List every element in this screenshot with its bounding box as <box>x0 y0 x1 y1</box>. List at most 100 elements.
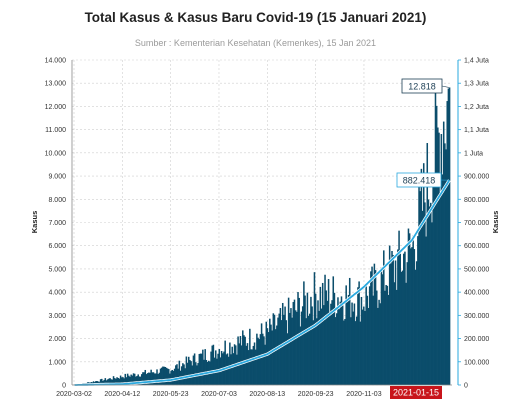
new-cases-bar <box>117 377 119 385</box>
total-cases-line <box>74 179 451 386</box>
new-cases-bar <box>424 202 426 385</box>
new-cases-bar <box>277 317 279 385</box>
new-cases-bar <box>183 364 185 385</box>
new-cases-bar <box>397 249 399 385</box>
new-cases-bar <box>119 375 122 385</box>
new-cases-bar <box>118 378 121 385</box>
new-cases-bar <box>331 300 333 385</box>
new-cases-bar <box>173 368 176 385</box>
new-cases-bar <box>292 302 295 385</box>
new-cases-bar <box>270 324 272 385</box>
new-cases-bar <box>293 299 296 385</box>
new-cases-bar <box>139 376 142 385</box>
new-cases-bar <box>318 310 320 385</box>
new-cases-bar <box>168 369 170 385</box>
x-tick-label: 2020-08-13 <box>249 391 285 398</box>
new-cases-bar <box>300 311 303 385</box>
new-cases-bar <box>109 378 111 385</box>
x-tick-label: 2020-09-23 <box>298 391 334 398</box>
new-cases-bar <box>422 163 425 385</box>
new-cases-bar <box>138 376 141 385</box>
new-cases-bar <box>106 379 109 385</box>
new-cases-bar <box>364 310 366 385</box>
new-cases-bar <box>112 376 115 385</box>
new-cases-bar <box>103 379 105 385</box>
new-cases-bar <box>334 317 337 385</box>
x-tick-label: 2020-05-23 <box>153 391 189 398</box>
new-cases-bar <box>285 320 288 385</box>
chart-subtitle: Sumber : Kementerian Kesehatan (Kemenkes… <box>134 38 377 48</box>
new-cases-bar <box>185 356 188 385</box>
latest-total-label: 882.418 <box>403 176 436 186</box>
new-cases-bar <box>388 245 391 385</box>
new-cases-bar <box>412 235 414 385</box>
new-cases-bar <box>200 353 203 385</box>
new-cases-bar <box>356 316 358 385</box>
new-cases-bar <box>251 349 253 385</box>
new-cases-bar <box>438 132 440 385</box>
new-cases-bar <box>432 181 434 385</box>
latest-date-badge <box>390 386 442 399</box>
new-cases-bar <box>230 354 232 385</box>
new-cases-bar <box>406 262 409 385</box>
new-cases-bar <box>116 377 118 385</box>
new-cases-bar <box>307 315 310 385</box>
left-axis-title: Kasus <box>30 211 39 234</box>
new-cases-bar <box>136 375 138 385</box>
new-cases-bar <box>142 372 144 385</box>
right-tick-label: 300.000 <box>464 313 489 320</box>
new-cases-bar <box>311 306 313 385</box>
new-cases-bar <box>211 345 213 385</box>
left-tick-label: 13.000 <box>45 81 67 88</box>
x-tick-label: 2020-11-03 <box>346 391 381 398</box>
new-cases-bar <box>415 261 418 385</box>
new-cases-bar <box>262 333 264 385</box>
new-cases-bar <box>395 289 398 385</box>
new-cases-bar <box>371 266 373 385</box>
new-cases-bar <box>383 250 385 385</box>
new-cases-bar <box>392 254 394 385</box>
new-cases-bar <box>393 282 396 385</box>
new-cases-bar <box>215 350 217 385</box>
new-cases-bar <box>358 281 360 385</box>
new-cases-bar <box>133 373 136 385</box>
new-cases-bar <box>365 284 367 385</box>
new-cases-bar <box>366 295 369 385</box>
right-tick-label: 1,3 Juta <box>464 81 489 88</box>
new-cases-bar <box>129 376 131 385</box>
new-cases-bar <box>204 349 206 385</box>
new-cases-bar <box>351 302 353 385</box>
latest-new-cases-pointer <box>441 85 449 88</box>
new-cases-bar <box>444 143 446 385</box>
new-cases-bar <box>218 349 221 385</box>
new-cases-bar <box>245 345 248 385</box>
new-cases-bar <box>240 345 243 385</box>
new-cases-bar <box>126 373 129 385</box>
new-cases-bar <box>426 143 429 385</box>
new-cases-bar <box>441 174 444 385</box>
new-cases-bar <box>401 270 404 385</box>
right-tick-label: 0 <box>464 383 468 390</box>
new-cases-bar <box>350 317 352 385</box>
new-cases-bar <box>386 285 389 385</box>
new-cases-bar <box>340 296 343 385</box>
new-cases-bar <box>384 290 386 385</box>
new-cases-bar <box>324 274 326 385</box>
new-cases-bar <box>232 353 235 385</box>
new-cases-bar <box>296 311 298 385</box>
x-tick-label: 2020-07-03 <box>201 391 237 398</box>
new-cases-bar <box>182 363 184 385</box>
new-cases-bar <box>405 282 407 385</box>
new-cases-bar <box>224 340 226 385</box>
new-cases-bar <box>346 299 349 385</box>
new-cases-bar <box>158 372 161 385</box>
latest-new-cases-label: 12.818 <box>408 82 436 92</box>
new-cases-bar <box>151 372 154 385</box>
right-tick-label: 1,4 Juta <box>464 58 489 65</box>
new-cases-bar <box>379 303 382 385</box>
new-cases-bar <box>192 355 195 385</box>
new-cases-bar <box>290 308 292 385</box>
new-cases-bar <box>312 320 315 385</box>
new-cases-bar <box>124 373 127 385</box>
